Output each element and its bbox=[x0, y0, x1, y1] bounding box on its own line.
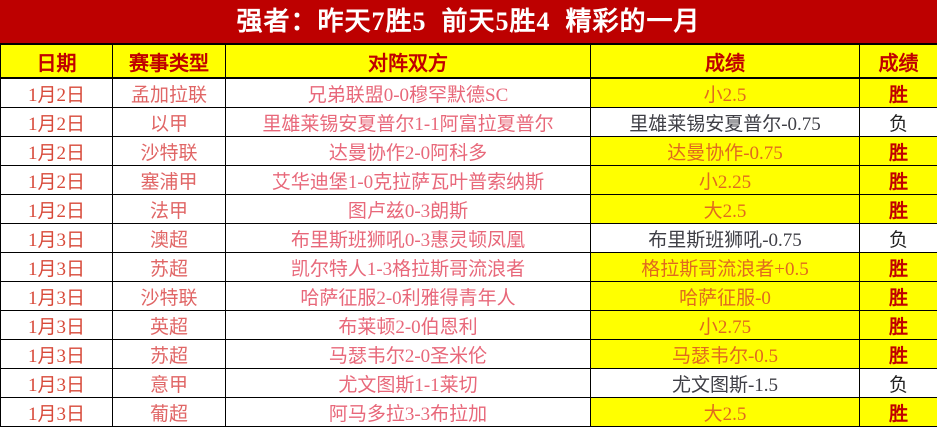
cell-result: 负 bbox=[860, 108, 937, 137]
cell-result: 胜 bbox=[860, 166, 937, 195]
cell-date: 1月3日 bbox=[1, 398, 113, 427]
cell-match: 布里斯班狮吼0-3惠灵顿凤凰 bbox=[226, 224, 591, 253]
cell-score: 尤文图斯-1.5 bbox=[591, 369, 860, 398]
cell-date: 1月3日 bbox=[1, 282, 113, 311]
cell-league: 英超 bbox=[113, 311, 226, 340]
cell-date: 1月2日 bbox=[1, 108, 113, 137]
column-header-date: 日期 bbox=[1, 44, 113, 78]
cell-league: 以甲 bbox=[113, 108, 226, 137]
cell-date: 1月2日 bbox=[1, 137, 113, 166]
cell-league: 沙特联 bbox=[113, 137, 226, 166]
cell-date: 1月3日 bbox=[1, 311, 113, 340]
cell-score: 大2.5 bbox=[591, 195, 860, 224]
cell-match: 兄弟联盟0-0穆罕默德SC bbox=[226, 78, 591, 108]
cell-date: 1月3日 bbox=[1, 253, 113, 282]
cell-match: 尤文图斯1-1莱切 bbox=[226, 369, 591, 398]
column-header-match: 对阵双方 bbox=[226, 44, 591, 78]
column-header-score: 成绩 bbox=[591, 44, 860, 78]
cell-score: 小2.25 bbox=[591, 166, 860, 195]
cell-date: 1月3日 bbox=[1, 369, 113, 398]
cell-match: 艾华迪堡1-0克拉萨瓦叶普索纳斯 bbox=[226, 166, 591, 195]
cell-league: 葡超 bbox=[113, 398, 226, 427]
cell-score: 小2.5 bbox=[591, 78, 860, 108]
cell-result: 胜 bbox=[860, 311, 937, 340]
cell-match: 马瑟韦尔2-0圣米伦 bbox=[226, 340, 591, 369]
table-header-row: 日期赛事类型对阵双方成绩成绩 bbox=[1, 44, 937, 78]
cell-score: 大2.5 bbox=[591, 398, 860, 427]
cell-score: 布里斯班狮吼-0.75 bbox=[591, 224, 860, 253]
cell-score: 马瑟韦尔-0.5 bbox=[591, 340, 860, 369]
cell-league: 孟加拉联 bbox=[113, 78, 226, 108]
cell-score: 达曼协作-0.75 bbox=[591, 137, 860, 166]
column-header-result: 成绩 bbox=[860, 44, 937, 78]
cell-match: 里雄莱锡安夏普尔1-1阿富拉夏普尔 bbox=[226, 108, 591, 137]
cell-league: 澳超 bbox=[113, 224, 226, 253]
column-header-league: 赛事类型 bbox=[113, 44, 226, 78]
cell-match: 图卢兹0-3朗斯 bbox=[226, 195, 591, 224]
cell-match: 阿马多拉3-3布拉加 bbox=[226, 398, 591, 427]
cell-score: 哈萨征服-0 bbox=[591, 282, 860, 311]
cell-score: 格拉斯哥流浪者+0.5 bbox=[591, 253, 860, 282]
cell-result: 胜 bbox=[860, 340, 937, 369]
cell-result: 胜 bbox=[860, 195, 937, 224]
cell-match: 布莱顿2-0伯恩利 bbox=[226, 311, 591, 340]
cell-league: 意甲 bbox=[113, 369, 226, 398]
cell-league: 苏超 bbox=[113, 340, 226, 369]
cell-result: 胜 bbox=[860, 398, 937, 427]
cell-league: 苏超 bbox=[113, 253, 226, 282]
cell-date: 1月2日 bbox=[1, 166, 113, 195]
cell-score: 里雄莱锡安夏普尔-0.75 bbox=[591, 108, 860, 137]
banner: 强者：昨天7胜5 前天5胜4 精彩的一月 bbox=[0, 0, 937, 43]
cell-date: 1月3日 bbox=[1, 224, 113, 253]
cell-league: 法甲 bbox=[113, 195, 226, 224]
cell-match: 凯尔特人1-3格拉斯哥流浪者 bbox=[226, 253, 591, 282]
cell-match: 达曼协作2-0阿科多 bbox=[226, 137, 591, 166]
cell-match: 哈萨征服2-0利雅得青年人 bbox=[226, 282, 591, 311]
cell-date: 1月2日 bbox=[1, 195, 113, 224]
cell-result: 胜 bbox=[860, 253, 937, 282]
cell-date: 1月3日 bbox=[1, 340, 113, 369]
cell-score: 小2.75 bbox=[591, 311, 860, 340]
cell-result: 负 bbox=[860, 369, 937, 398]
cell-league: 塞浦甲 bbox=[113, 166, 226, 195]
cell-result: 负 bbox=[860, 224, 937, 253]
cell-result: 胜 bbox=[860, 282, 937, 311]
cell-result: 胜 bbox=[860, 137, 937, 166]
cell-date: 1月2日 bbox=[1, 78, 113, 108]
banner-title: 强者：昨天7胜5 前天5胜4 精彩的一月 bbox=[236, 9, 700, 35]
cell-result: 胜 bbox=[860, 78, 937, 108]
cell-league: 沙特联 bbox=[113, 282, 226, 311]
